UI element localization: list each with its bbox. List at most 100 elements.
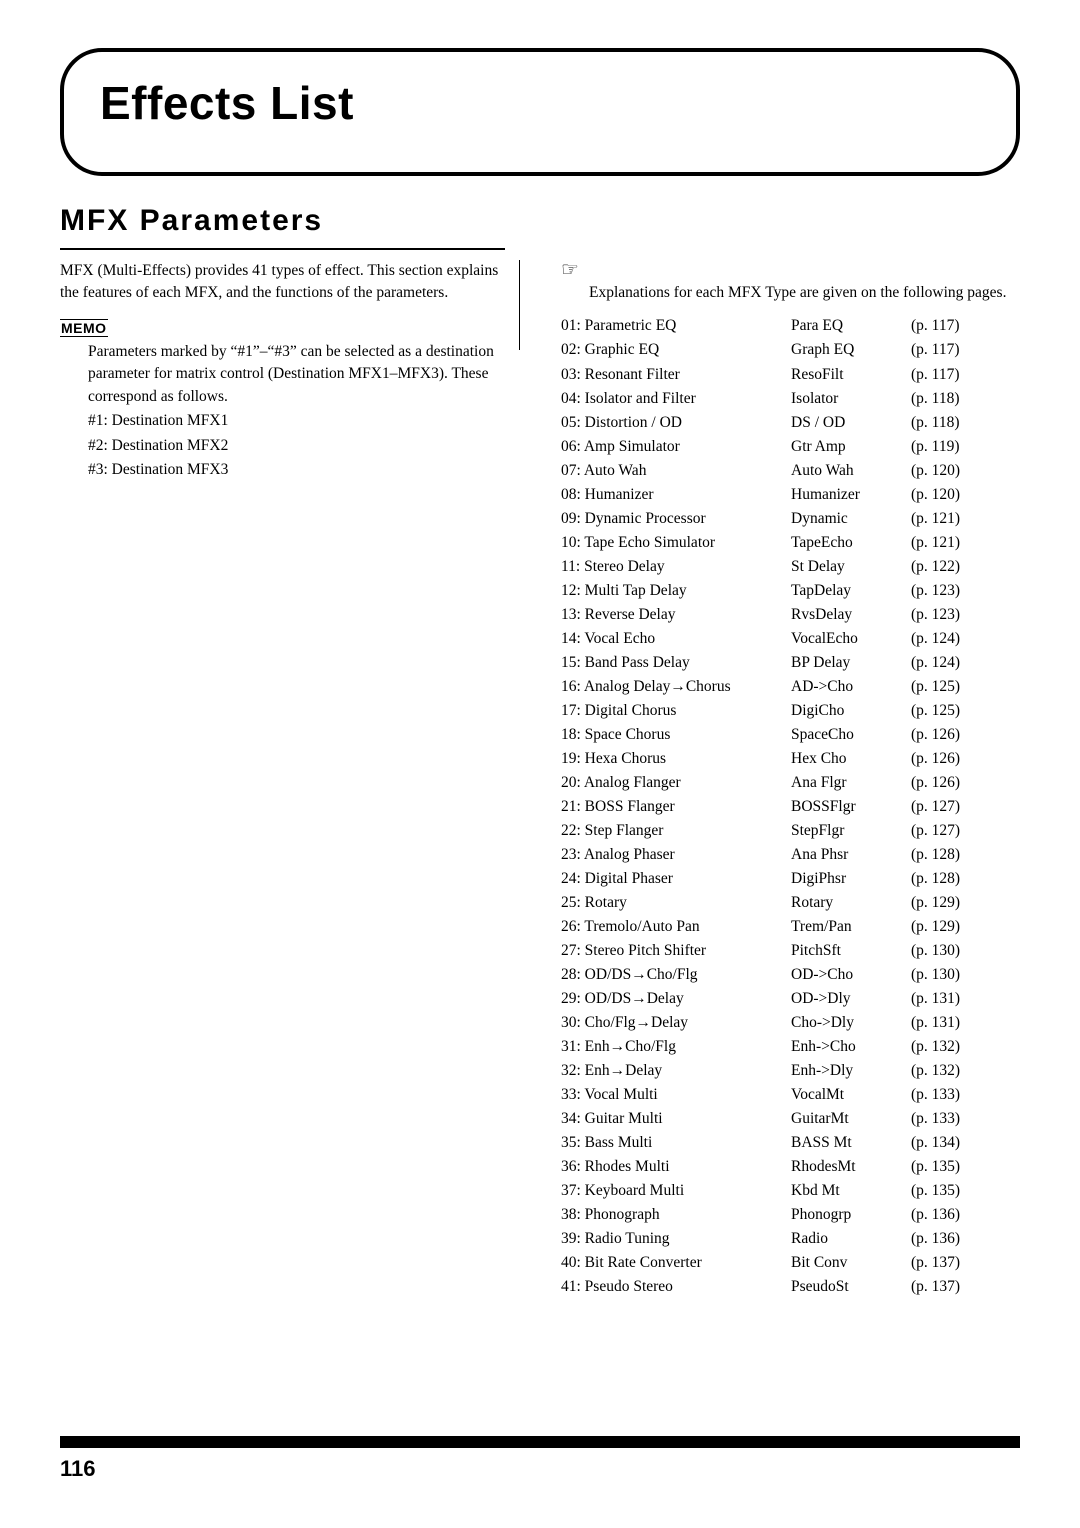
left-column: MFX (Multi-Effects) provides 41 types of…: [60, 260, 505, 1299]
effect-row: 02: Graphic EQGraph EQ(p. 117): [561, 338, 1016, 362]
effect-short: OD->Dly: [791, 987, 911, 1011]
effect-row: 41: Pseudo StereoPseudoSt(p. 137): [561, 1275, 1016, 1299]
effect-name: 18: Space Chorus: [561, 723, 791, 747]
effect-row: 04: Isolator and FilterIsolator(p. 118): [561, 387, 1016, 411]
effect-name: 10: Tape Echo Simulator: [561, 531, 791, 555]
effect-page: (p. 120): [911, 483, 991, 507]
effect-row: 31: Enh→Cho/FlgEnh->Cho(p. 132): [561, 1035, 1016, 1059]
effect-row: 23: Analog PhaserAna Phsr(p. 128): [561, 843, 1016, 867]
effect-page: (p. 121): [911, 531, 991, 555]
effect-row: 39: Radio TuningRadio(p. 136): [561, 1227, 1016, 1251]
effect-page: (p. 137): [911, 1275, 991, 1299]
effect-name: 19: Hexa Chorus: [561, 747, 791, 771]
effect-row: 34: Guitar MultiGuitarMt(p. 133): [561, 1107, 1016, 1131]
effect-page: (p. 133): [911, 1107, 991, 1131]
effect-row: 16: Analog Delay→ChorusAD->Cho(p. 125): [561, 675, 1016, 699]
effect-name: 02: Graphic EQ: [561, 338, 791, 362]
effect-name: 06: Amp Simulator: [561, 435, 791, 459]
footer: 116: [0, 1436, 1080, 1482]
memo-header: MEMO: [60, 319, 505, 337]
effect-short: Radio: [791, 1227, 911, 1251]
effect-page: (p. 117): [911, 338, 991, 362]
effect-row: 18: Space ChorusSpaceCho(p. 126): [561, 723, 1016, 747]
page-number: 116: [60, 1456, 1080, 1482]
effect-page: (p. 130): [911, 963, 991, 987]
effect-short: Kbd Mt: [791, 1179, 911, 1203]
effect-page: (p. 137): [911, 1251, 991, 1275]
effect-short: Gtr Amp: [791, 435, 911, 459]
section-underline: [60, 248, 505, 250]
effect-row: 37: Keyboard MultiKbd Mt(p. 135): [561, 1179, 1016, 1203]
effect-short: Enh->Dly: [791, 1059, 911, 1083]
intro-text: MFX (Multi-Effects) provides 41 types of…: [60, 260, 505, 305]
effect-page: (p. 117): [911, 363, 991, 387]
effects-list: 01: Parametric EQPara EQ(p. 117)02: Grap…: [561, 314, 1016, 1299]
effect-page: (p. 128): [911, 843, 991, 867]
effect-row: 07: Auto WahAuto Wah(p. 120): [561, 459, 1016, 483]
effect-short: Para EQ: [791, 314, 911, 338]
effect-short: PseudoSt: [791, 1275, 911, 1299]
effect-row: 27: Stereo Pitch ShifterPitchSft(p. 130): [561, 939, 1016, 963]
effect-short: Auto Wah: [791, 459, 911, 483]
effect-name: 16: Analog Delay→Chorus: [561, 675, 791, 699]
effect-page: (p. 131): [911, 1011, 991, 1035]
effect-row: 08: HumanizerHumanizer(p. 120): [561, 483, 1016, 507]
effect-row: 06: Amp SimulatorGtr Amp(p. 119): [561, 435, 1016, 459]
effect-row: 11: Stereo DelaySt Delay(p. 122): [561, 555, 1016, 579]
effect-row: 09: Dynamic ProcessorDynamic(p. 121): [561, 507, 1016, 531]
effect-short: SpaceCho: [791, 723, 911, 747]
effect-short: TapeEcho: [791, 531, 911, 555]
effect-short: Ana Phsr: [791, 843, 911, 867]
effect-page: (p. 129): [911, 915, 991, 939]
effect-short: AD->Cho: [791, 675, 911, 699]
effect-name: 41: Pseudo Stereo: [561, 1275, 791, 1299]
right-column: ☞ Explanations for each MFX Type are giv…: [561, 260, 1016, 1299]
effect-name: 20: Analog Flanger: [561, 771, 791, 795]
effect-row: 26: Tremolo/Auto PanTrem/Pan(p. 129): [561, 915, 1016, 939]
effect-page: (p. 122): [911, 555, 991, 579]
effect-row: 05: Distortion / ODDS / OD(p. 118): [561, 411, 1016, 435]
effect-short: PitchSft: [791, 939, 911, 963]
effect-row: 25: Rotary Rotary(p. 129): [561, 891, 1016, 915]
effect-name: 21: BOSS Flanger: [561, 795, 791, 819]
effect-name: 08: Humanizer: [561, 483, 791, 507]
hand-icon: ☞: [561, 260, 1016, 280]
effect-name: 12: Multi Tap Delay: [561, 579, 791, 603]
effect-row: 03: Resonant FilterResoFilt(p. 117): [561, 363, 1016, 387]
effect-page: (p. 128): [911, 867, 991, 891]
effect-name: 28: OD/DS→Cho/Flg: [561, 963, 791, 987]
effect-short: Phonogrp: [791, 1203, 911, 1227]
effect-short: StepFlgr: [791, 819, 911, 843]
effect-page: (p. 133): [911, 1083, 991, 1107]
effect-row: 24: Digital PhaserDigiPhsr(p. 128): [561, 867, 1016, 891]
effect-short: GuitarMt: [791, 1107, 911, 1131]
effect-name: 09: Dynamic Processor: [561, 507, 791, 531]
effect-name: 17: Digital Chorus: [561, 699, 791, 723]
effect-row: 21: BOSS FlangerBOSSFlgr(p. 127): [561, 795, 1016, 819]
effect-row: 13: Reverse DelayRvsDelay(p. 123): [561, 603, 1016, 627]
effect-name: 34: Guitar Multi: [561, 1107, 791, 1131]
effect-row: 30: Cho/Flg→DelayCho->Dly(p. 131): [561, 1011, 1016, 1035]
effect-page: (p. 131): [911, 987, 991, 1011]
effect-row: 14: Vocal EchoVocalEcho(p. 124): [561, 627, 1016, 651]
effect-page: (p. 132): [911, 1059, 991, 1083]
footer-bar: [60, 1436, 1020, 1448]
effect-page: (p. 125): [911, 675, 991, 699]
effect-name: 35: Bass Multi: [561, 1131, 791, 1155]
effect-name: 22: Step Flanger: [561, 819, 791, 843]
effect-name: 40: Bit Rate Converter: [561, 1251, 791, 1275]
effect-name: 04: Isolator and Filter: [561, 387, 791, 411]
effect-short: Dynamic: [791, 507, 911, 531]
effect-row: 12: Multi Tap DelayTapDelay(p. 123): [561, 579, 1016, 603]
effect-name: 27: Stereo Pitch Shifter: [561, 939, 791, 963]
dest-2: #2: Destination MFX2: [88, 435, 505, 457]
effect-page: (p. 123): [911, 579, 991, 603]
effect-short: Rotary: [791, 891, 911, 915]
effect-page: (p. 126): [911, 747, 991, 771]
effect-page: (p. 120): [911, 459, 991, 483]
effect-short: RhodesMt: [791, 1155, 911, 1179]
effect-page: (p. 118): [911, 411, 991, 435]
effect-name: 13: Reverse Delay: [561, 603, 791, 627]
effect-short: St Delay: [791, 555, 911, 579]
effect-name: 01: Parametric EQ: [561, 314, 791, 338]
